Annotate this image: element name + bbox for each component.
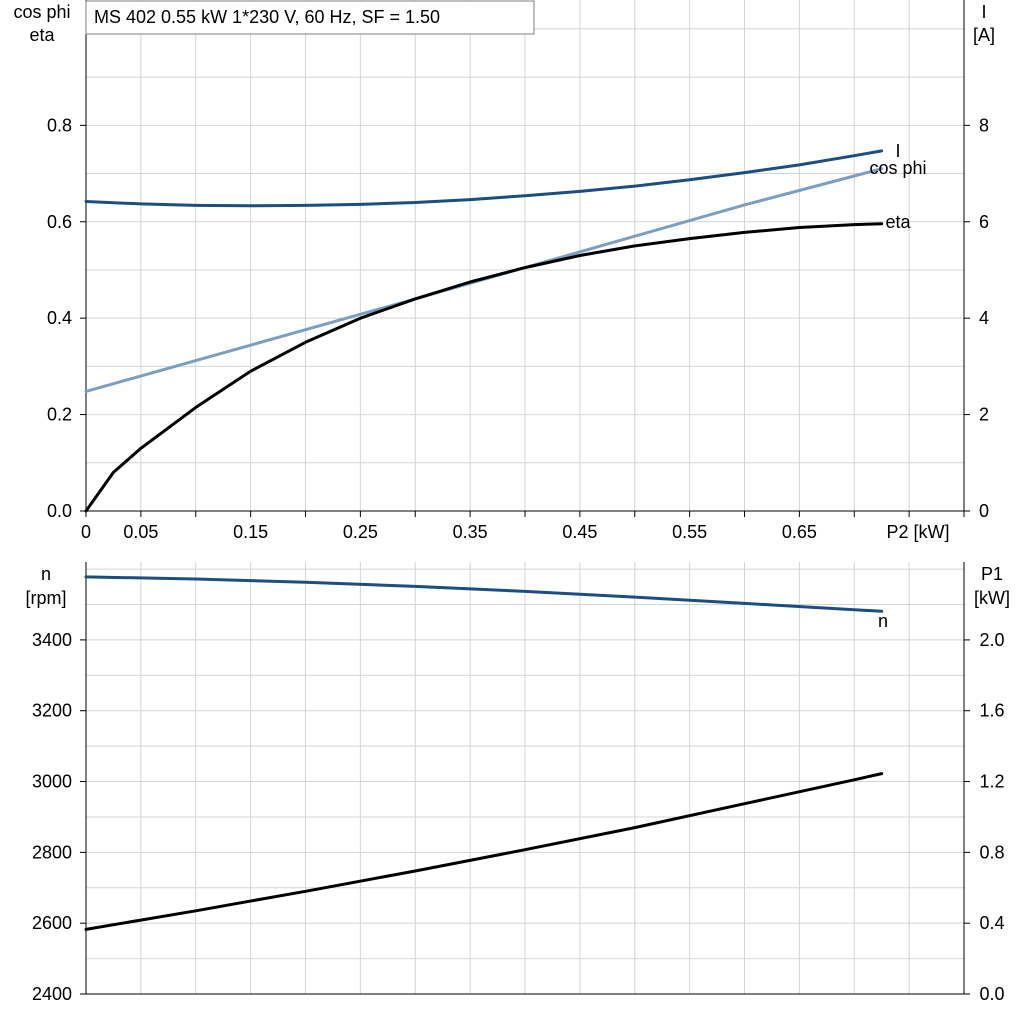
top-chart-axes [80,0,970,517]
left-y-tick-label: 0.2 [47,405,72,425]
left-y-tick-label: 0.0 [47,501,72,521]
left-y-tick-label: 3400 [32,630,72,650]
left-axis-title-cosphi: cos phi [13,2,70,22]
left-axis-title-speed: n [41,564,51,584]
series-i-line [84,149,884,208]
right-y-tick-label: 4 [979,308,989,328]
right-axis-title-unit: [A] [973,25,995,45]
top-chart-labels: 0 0.05 0.15 0.25 0.35 0.45 0.55 0.65 P2 [kW] 0.0 0… [13,2,995,542]
x-tick-label: 0.65 [782,522,817,542]
bottom-chart-grid [86,562,964,994]
series-eta-line [84,222,884,513]
x-tick-label: 0.55 [672,522,707,542]
x-tick-label: 0.35 [453,522,488,542]
bottom-chart-panel: 2400 2600 2800 3000 3200 3400 0.0 0.4 0.8 1.2 1.6 2… [25,562,1010,1004]
left-axis-title-eta: eta [29,25,55,45]
x-tick-label: 0.15 [233,522,268,542]
right-y-tick-label: 1.6 [979,701,1004,721]
top-chart-curves [84,149,884,513]
series-cos-phi-line [84,167,884,393]
x-tick-label: 0.45 [562,522,597,542]
chart-title: MS 402 0.55 kW 1*230 V, 60 Hz, SF = 1.50 [94,7,440,27]
title-box-frame [85,0,535,35]
left-y-tick-label: 2800 [32,842,72,862]
left-y-tick-label: 2600 [32,913,72,933]
right-axis-title-kw: [kW] [974,588,1010,608]
bottom-chart-curves [84,575,884,931]
x-tick-label: 0.25 [343,522,378,542]
right-axis-title-current: I [981,2,986,22]
right-y-tick-label: 8 [979,115,989,135]
left-y-tick-label: 0.8 [47,115,72,135]
right-axis-title-p1: P1 [981,564,1003,584]
bottom-chart-labels: 2400 2600 2800 3000 3200 3400 0.0 0.4 0.8 1.2 1.6 2… [25,564,1010,1004]
series-n-line [84,575,884,613]
right-y-tick-label: 0 [979,501,989,521]
left-y-tick-label: 2400 [32,984,72,1004]
right-y-tick-label: 0.4 [979,913,1004,933]
x-tick-label: 0.05 [123,522,158,542]
right-y-tick-label: 2.0 [979,630,1004,650]
series-label-eta: eta [885,212,911,232]
x-tick-label: 0 [81,522,91,542]
top-chart-panel: 0 0.05 0.15 0.25 0.35 0.45 0.55 0.65 P2 [kW] 0.0 0… [13,0,995,542]
series-label-n: n [878,611,888,631]
series-label-cos-phi: cos phi [869,158,926,178]
right-y-tick-label: 0.0 [979,984,1004,1004]
right-y-tick-label: 2 [979,405,989,425]
right-y-tick-label: 1.2 [979,772,1004,792]
series-label-i: I [895,141,900,161]
x-axis-label: P2 [kW] [886,522,949,542]
left-y-tick-label: 3200 [32,701,72,721]
series-p1-line [84,772,884,931]
right-y-tick-label: 0.8 [979,842,1004,862]
top-chart-grid [86,0,964,511]
left-y-tick-label: 3000 [32,772,72,792]
left-axis-title-rpm: [rpm] [25,588,66,608]
bottom-chart-axes [80,562,970,995]
left-y-tick-label: 0.4 [47,308,72,328]
right-y-tick-label: 6 [979,212,989,232]
title-box: MS 402 0.55 kW 1*230 V, 60 Hz, SF = 1.50 [85,0,535,35]
left-y-tick-label: 0.6 [47,212,72,232]
